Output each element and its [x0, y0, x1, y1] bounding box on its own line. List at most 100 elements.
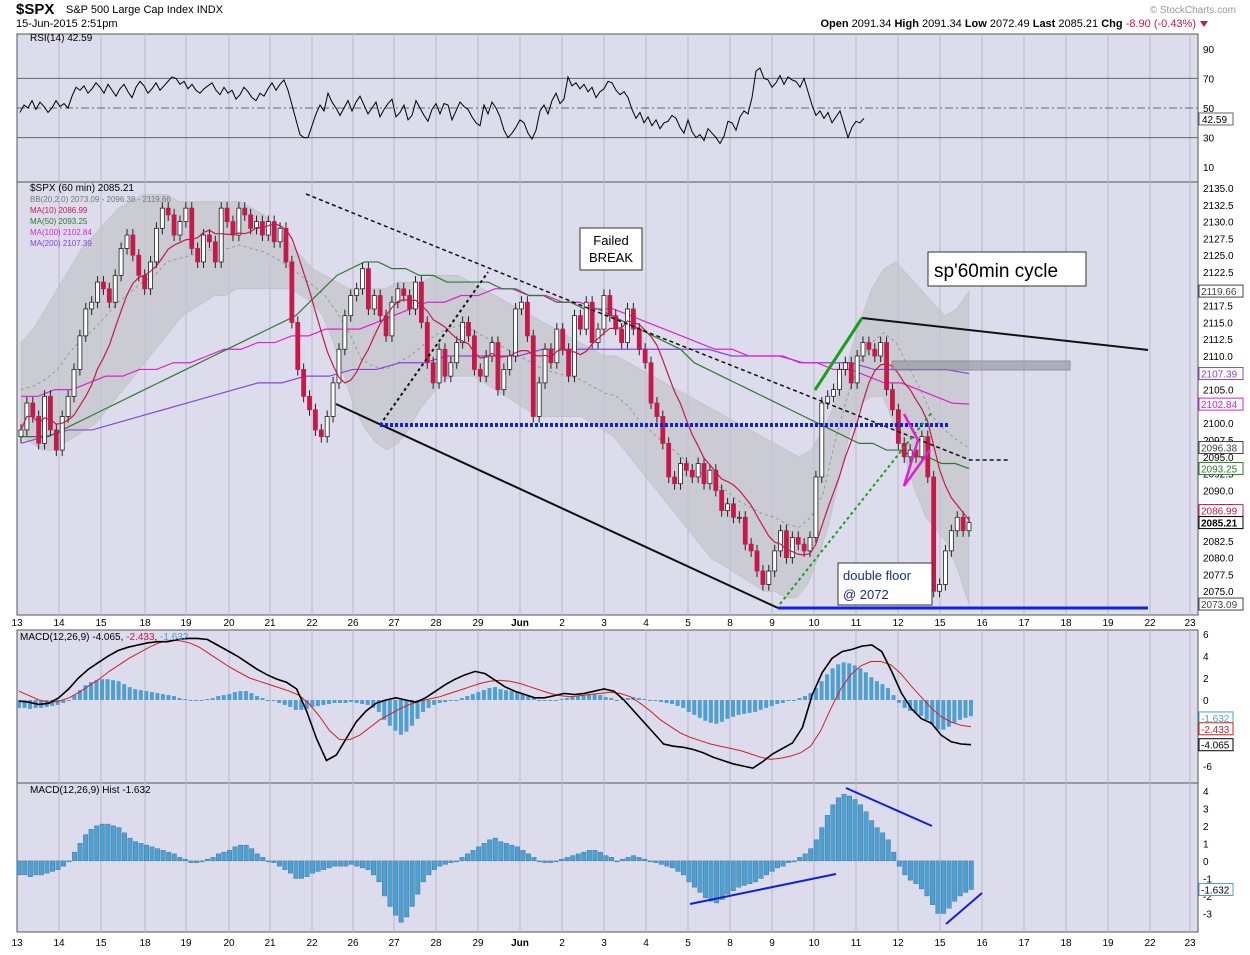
hist-bar: [481, 843, 487, 862]
candle-body: [943, 550, 948, 585]
candle-body: [566, 348, 572, 377]
macd-hist-bar: [138, 690, 143, 700]
price-right-label: 2086.99: [1201, 507, 1238, 518]
hist-bar: [902, 860, 908, 876]
failed-break-line2: BREAK: [589, 250, 633, 265]
macd-hist-bar: [592, 694, 597, 700]
candle-body: [30, 402, 36, 417]
price-tick-label: 2110.0: [1203, 352, 1233, 363]
price-tick-label: 2090.0: [1203, 486, 1234, 497]
macd-hist-bar: [692, 700, 697, 715]
hist-bar: [33, 860, 39, 876]
macd-hist-bar: [941, 700, 946, 730]
macd-hist-bar: [664, 700, 669, 703]
price-right-label: 2085.21: [1201, 519, 1238, 530]
hist-bar: [592, 850, 598, 862]
hist-bar: [243, 844, 249, 862]
hist-bar: [752, 860, 758, 883]
hist-bar: [553, 860, 559, 863]
hist-bar: [797, 857, 803, 862]
hist-bar: [725, 860, 731, 895]
macd-hist-bar: [647, 700, 652, 701]
index-full-name: S&P 500 Large Cap Index: [66, 4, 194, 16]
double-floor-label: double floor @ 2072: [843, 568, 912, 602]
hist-bar: [227, 850, 233, 862]
hist-bar: [38, 860, 44, 876]
macd-hist-bar: [277, 700, 282, 703]
hist-bar: [426, 860, 432, 876]
macd-hist-bar: [338, 700, 343, 703]
hist-tick-label: -1: [1203, 874, 1212, 885]
x-tick-label-price: 27: [388, 618, 400, 629]
macd-tick-label: -6: [1203, 762, 1212, 773]
macd-hist-bar: [282, 700, 287, 705]
x-tick-label-price: 15: [934, 618, 946, 629]
hist-bar: [559, 858, 565, 862]
macd-hist-bar: [520, 694, 525, 700]
macd-hist-bar: [797, 698, 802, 700]
hist-bar: [16, 860, 22, 876]
macd-hist-bar: [343, 700, 348, 703]
macd-hist-bar: [249, 693, 254, 700]
macd-hist-bar: [874, 681, 879, 700]
hist-bar: [177, 857, 183, 862]
macd-hist-bar: [969, 700, 973, 717]
candle-body: [907, 449, 913, 458]
macd-hist-bar: [354, 700, 359, 703]
macd-hist-bar: [326, 700, 331, 704]
x-tick-label-price: 9: [769, 618, 775, 629]
candle-body: [825, 395, 831, 404]
x-tick-label-price: Jun: [511, 618, 529, 629]
macd-hist-bar: [371, 700, 376, 708]
macd-tick-label: 4: [1203, 652, 1209, 663]
macd-hist-bar: [266, 700, 271, 701]
hist-tick-label: -3: [1203, 909, 1212, 920]
macd-hist-bar: [470, 694, 475, 700]
macd-right-label: -2.433: [1201, 725, 1230, 736]
macd-hist-bar: [764, 700, 769, 708]
macd-hist-bar: [426, 700, 431, 708]
price-right-label: 2119.66: [1201, 287, 1237, 298]
candle-body: [307, 395, 312, 411]
rsi-panel: 90 70 50 30 10 42.59: [17, 45, 1234, 174]
x-tick-label-price: 28: [430, 618, 442, 629]
candle-body: [872, 348, 878, 357]
hist-tick-label: 0: [1203, 857, 1209, 868]
hist-bar: [204, 858, 210, 862]
macd-hist-bar: [869, 677, 874, 700]
hist-bar: [542, 860, 548, 863]
x-tick-label-hist: 11: [851, 938, 862, 949]
macd-hist-bar: [841, 662, 846, 700]
hist-tick-label: 2: [1203, 822, 1209, 833]
candle-body: [236, 207, 242, 236]
macd-hist-bar: [404, 700, 409, 732]
candle-body: [436, 348, 442, 384]
x-tick-label-hist: 15: [95, 938, 107, 949]
hist-bar: [924, 860, 930, 897]
hist-bar: [332, 860, 338, 867]
macd-hist-bar: [559, 699, 564, 701]
candle-body: [795, 537, 801, 545]
price-legend-5: MA(200) 2107.39: [30, 239, 92, 248]
x-tick-label-price: 11: [851, 618, 862, 629]
candle-body: [95, 281, 100, 303]
macd-hist-bar: [836, 664, 841, 700]
candle-body: [466, 321, 471, 337]
macd-hist-bar: [858, 668, 863, 700]
hist-bar: [77, 843, 83, 862]
macd-hist-bar: [171, 696, 176, 700]
candle-body: [601, 295, 607, 330]
candle-body: [948, 530, 954, 552]
candle-body: [960, 516, 966, 532]
datetime: 15-Jun-2015 2:51pm: [16, 18, 118, 30]
hist-bar: [155, 848, 161, 862]
hist-bar: [343, 860, 349, 867]
hist-bar: [83, 834, 89, 862]
x-tick-label-hist: 19: [1102, 938, 1114, 949]
macd-hist-bar: [847, 663, 852, 700]
macd-hist-bar: [155, 693, 160, 700]
candle-body: [619, 328, 624, 343]
hist-bar: [376, 860, 382, 883]
candle-body: [283, 227, 289, 263]
